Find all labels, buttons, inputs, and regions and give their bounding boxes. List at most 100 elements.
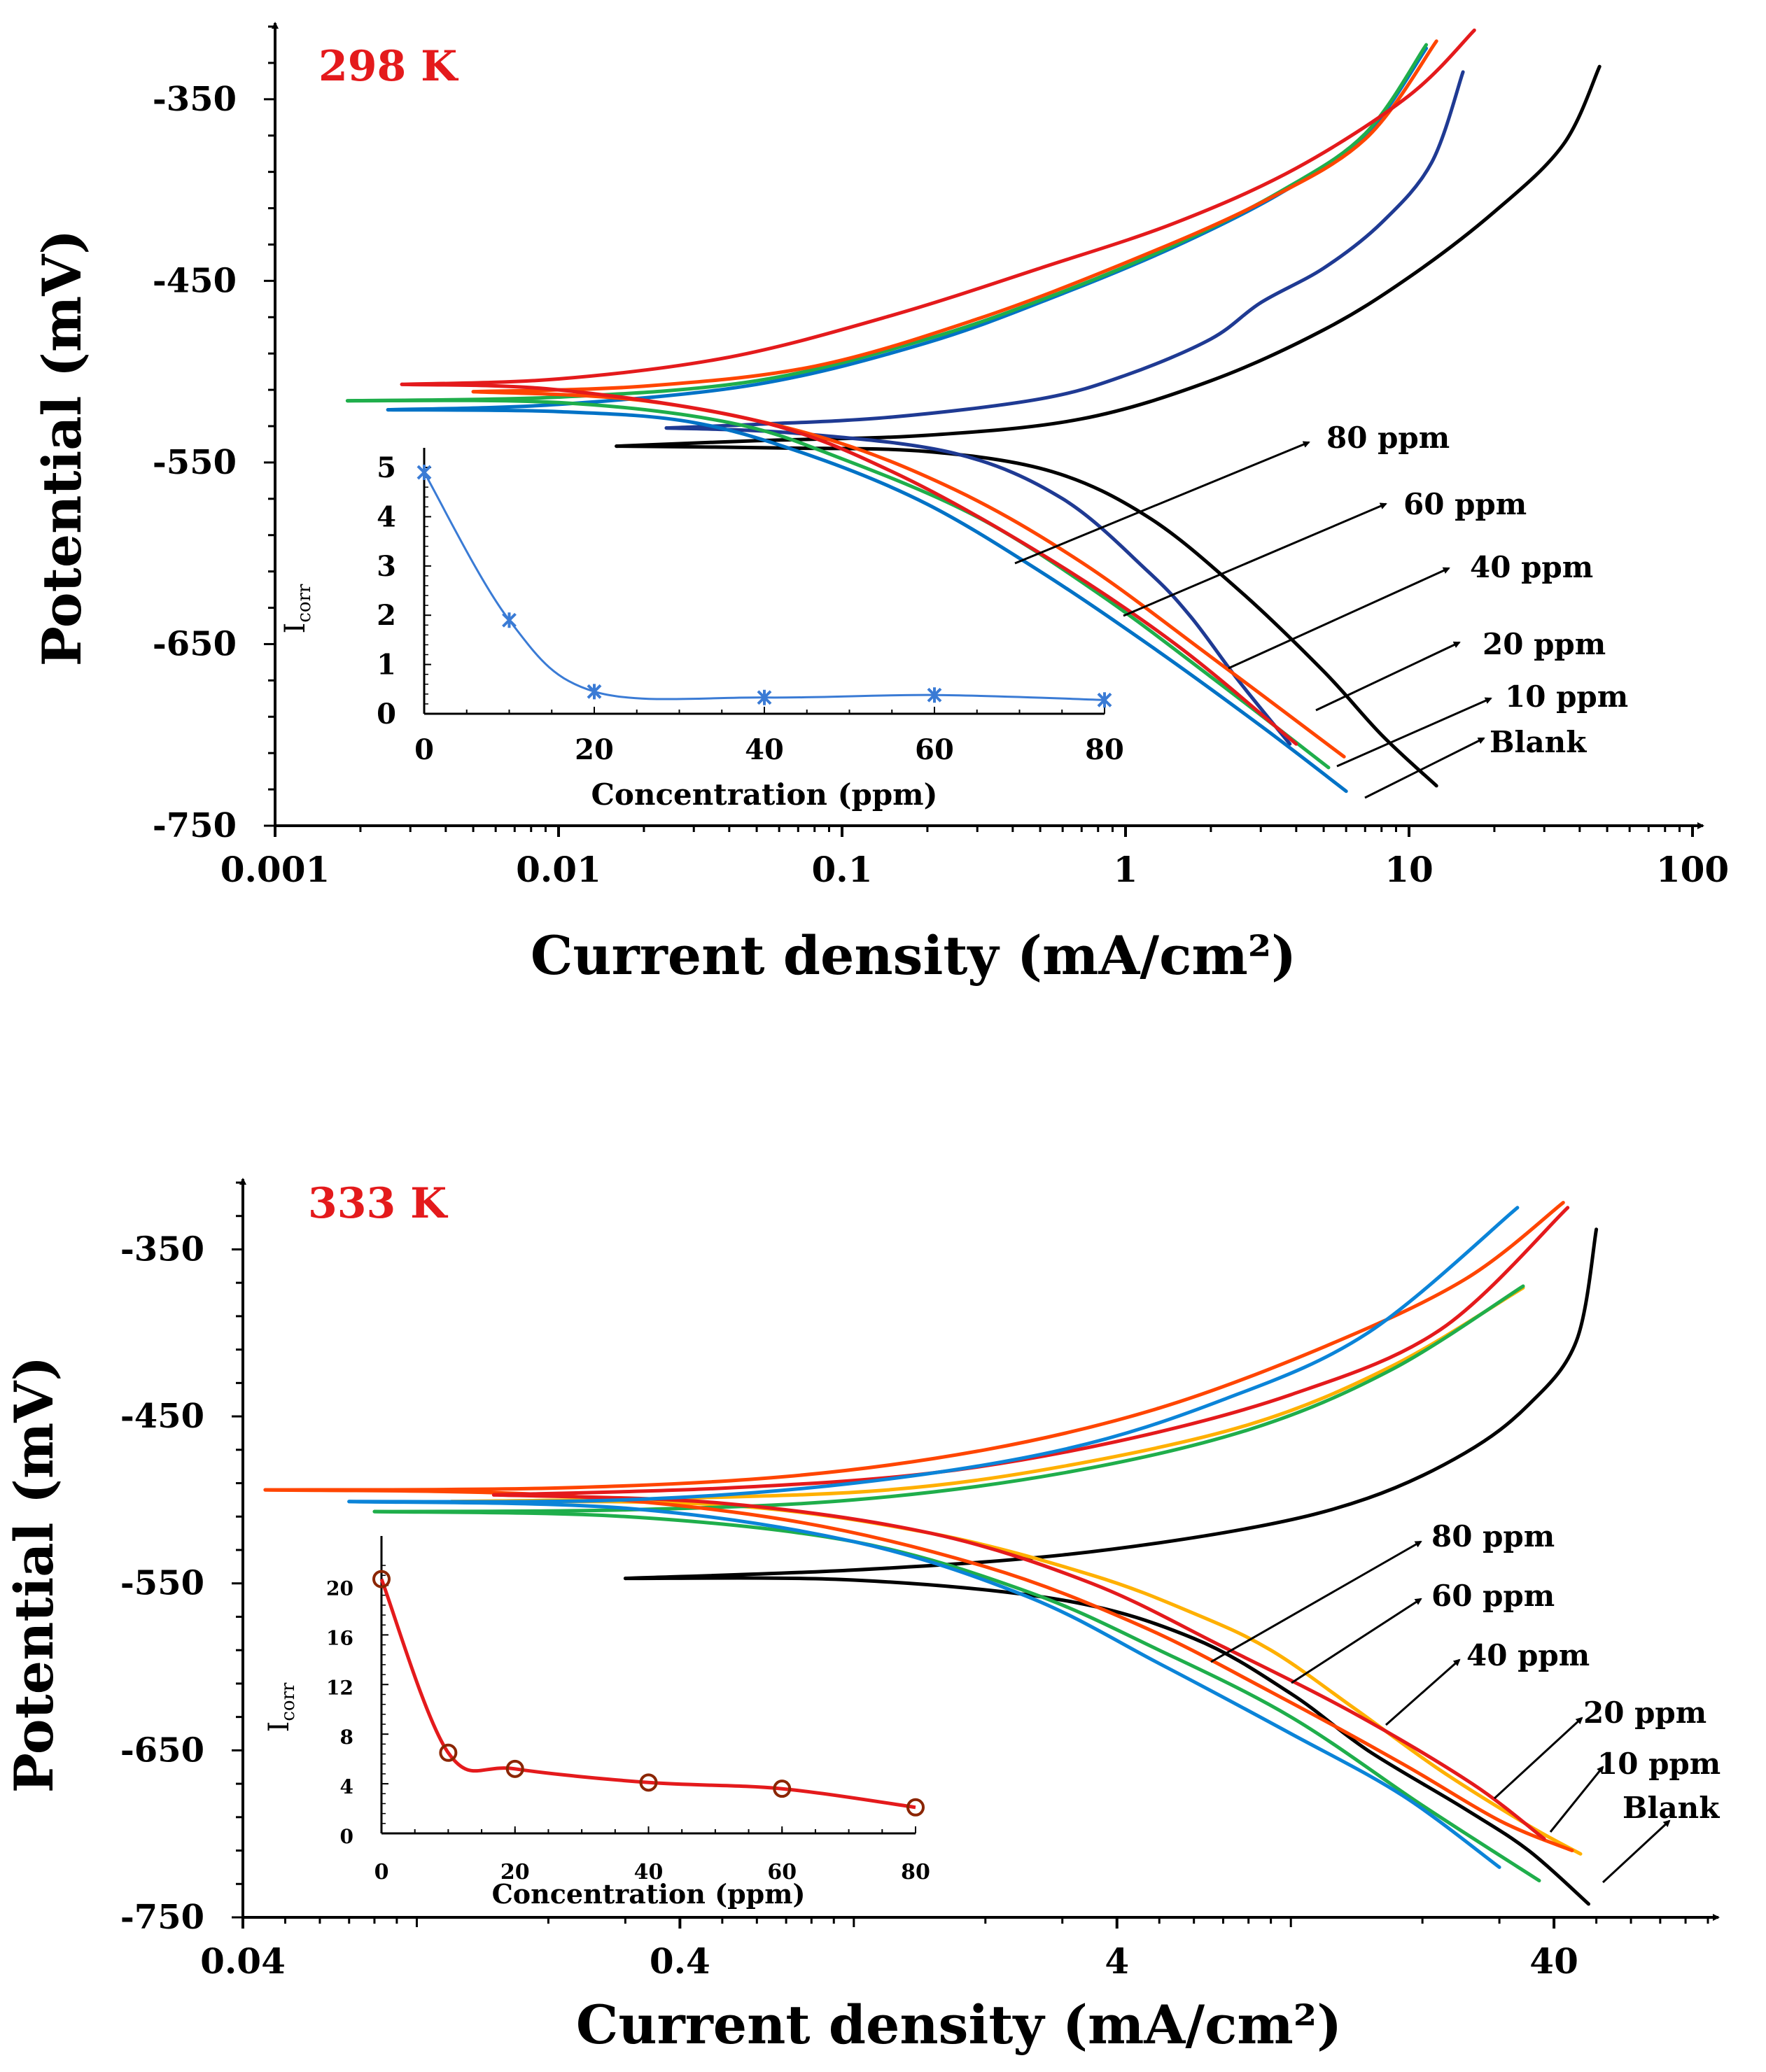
series-line-anodic [263, 1201, 1565, 1492]
series-line-cathodic [615, 444, 1438, 788]
annotation-label: 20 ppm [1583, 1696, 1707, 1730]
y-tick-label: -550 [120, 1564, 204, 1603]
series-60-ppm [491, 1206, 1570, 1841]
annotation-arrow [1549, 1766, 1604, 1833]
y-tick-label: -750 [120, 1898, 204, 1937]
series-line-anodic [623, 1227, 1599, 1581]
y-tick-label: -650 [153, 624, 237, 663]
inset-point [773, 1779, 792, 1798]
inset-point [372, 1570, 391, 1588]
series-line-cathodic [372, 1509, 1541, 1882]
series-80-ppm [400, 28, 1476, 746]
y-tick-label: -450 [153, 261, 237, 300]
inset-y-tick-label: 2 [377, 599, 396, 632]
series-80-ppm [347, 1206, 1520, 1869]
y-tick-label: -450 [120, 1397, 204, 1436]
inset-point [439, 1743, 458, 1762]
chart-title: 298 K [318, 42, 458, 91]
chart-298k: 0.001 0.01 0.1 1 10 100-350-450-550-650-750Cu… [31, 22, 1729, 987]
x-tick-label: 4 [1105, 1940, 1129, 1982]
annotation-arrow [1336, 697, 1492, 768]
inset-x-tick-label: 60 [767, 1860, 797, 1884]
inset-x-tick-label: 0 [374, 1860, 389, 1884]
y-tick-label: -750 [153, 806, 237, 845]
y-tick-label: -350 [120, 1229, 204, 1269]
annotation-label: 10 ppm [1505, 679, 1628, 714]
x-tick-label: 0.01 [516, 849, 601, 890]
inset-point [505, 1759, 524, 1778]
annotation-label: 60 ppm [1403, 487, 1527, 521]
inset-x-tick-label: 80 [901, 1860, 930, 1884]
series-20-ppm [386, 46, 1429, 794]
series-blank [615, 64, 1602, 788]
x-tick-label: 40 [1529, 1940, 1578, 1982]
series-line-cathodic [491, 1493, 1546, 1841]
inset-x-tick-label: 60 [915, 733, 954, 766]
inset-point [906, 1798, 925, 1817]
series-line-cathodic [347, 1500, 1501, 1869]
inset-y-tick-label: 1 [377, 649, 396, 682]
series-line-cathodic [386, 408, 1348, 794]
inset-y-tick-label: 0 [377, 698, 396, 731]
inset-x-tick-label: 40 [634, 1860, 664, 1884]
inset-point [502, 612, 517, 628]
series-line-cathodic [345, 398, 1331, 770]
series-line-anodic [491, 1206, 1570, 1497]
x-tick-label: 0.04 [200, 1940, 286, 1982]
y-tick-label: -350 [153, 80, 237, 119]
chart-title: 333 K [308, 1179, 448, 1228]
inset-point [639, 1773, 658, 1792]
annotation-label: 40 ppm [1466, 1638, 1590, 1672]
x-axis-label: Current density (mA/cm²) [576, 1994, 1342, 2056]
y-axis-label: Potential (mV) [31, 230, 93, 666]
inset-y-tick-label: 5 [377, 451, 396, 484]
annotation-label: Blank [1623, 1791, 1720, 1825]
series-line-anodic [372, 1284, 1525, 1514]
annotation-arrow [1228, 567, 1450, 670]
annotation-label: 20 ppm [1483, 627, 1606, 661]
y-tick-label: -550 [153, 443, 237, 482]
annotation-label: 60 ppm [1431, 1579, 1555, 1613]
x-tick-label: 0.001 [220, 849, 330, 890]
inset-series-line [379, 1578, 916, 1810]
series-line-anodic [449, 1285, 1525, 1504]
annotation-arrow [1364, 737, 1485, 799]
series-60-ppm [471, 39, 1438, 759]
inset-point [416, 465, 432, 481]
series-line-cathodic [623, 1576, 1590, 1906]
inset-y-tick-label: 20 [326, 1577, 353, 1600]
annotation-arrow [1123, 502, 1387, 617]
series-line-cathodic [400, 382, 1298, 746]
inset-series-line [423, 472, 1105, 701]
annotation-label: 10 ppm [1597, 1747, 1721, 1781]
annotation-arrow [1291, 1598, 1422, 1684]
series-line-anodic [664, 70, 1465, 430]
inset-x-tick-label: 20 [500, 1860, 530, 1884]
annotation-arrow [1210, 1540, 1422, 1663]
series-40-ppm [263, 1201, 1574, 1852]
inset-y-tick-label: 0 [340, 1825, 353, 1848]
x-tick-label: 0.1 [812, 849, 873, 890]
annotation-arrow [1385, 1658, 1461, 1726]
annotation-label: 80 ppm [1431, 1519, 1555, 1553]
inset-y-axis-label: Icorr [263, 1682, 299, 1732]
inset-point [927, 687, 942, 703]
inset-x-axis-label: Concentration (ppm) [591, 777, 938, 812]
annotation-label: 80 ppm [1326, 421, 1450, 455]
inset-x-tick-label: 80 [1085, 733, 1124, 766]
annotation-arrow [1014, 441, 1310, 565]
inset-x-tick-label: 40 [745, 733, 784, 766]
inset-y-tick-label: 8 [340, 1726, 353, 1749]
inset-y-tick-label: 4 [340, 1775, 353, 1798]
inset-y-tick-label: 4 [377, 500, 396, 533]
x-axis-label: Current density (mA/cm²) [531, 924, 1296, 987]
x-tick-label: 0.4 [650, 1940, 710, 1982]
annotation-label: 40 ppm [1470, 550, 1593, 584]
y-axis-label: Potential (mV) [3, 1356, 65, 1793]
series-10-ppm [664, 70, 1465, 746]
inset-point [757, 689, 772, 705]
annotation-label: Blank [1490, 725, 1587, 759]
